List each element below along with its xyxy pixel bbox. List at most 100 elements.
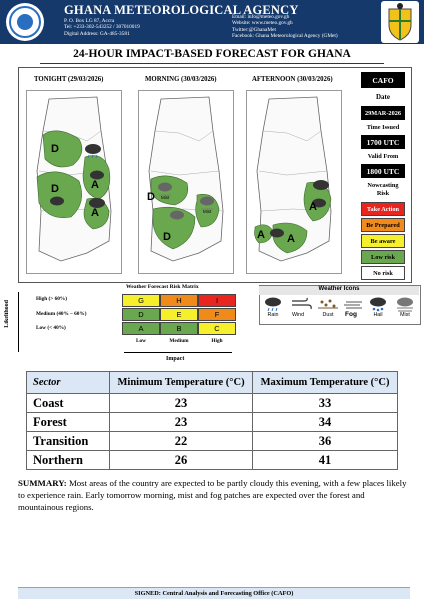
risk-letter: A	[309, 201, 317, 213]
risk-letter: A	[91, 207, 99, 219]
risk-cell-h: H	[160, 294, 198, 307]
min-temp-cell: 26	[108, 450, 254, 470]
impact-axis	[124, 352, 232, 353]
cafo-risk-level: Low risk	[361, 250, 405, 264]
table-header-row: Sector Minimum Temperature (°C) Maximum …	[26, 371, 398, 394]
risk-cell-d: D	[122, 308, 160, 321]
agency-address: P. O. Box LG 87, Accra Tel: +233-302-543…	[64, 18, 140, 37]
table-header: Maximum Temperature (°C)	[252, 371, 398, 394]
likelihood-label: Likelihood	[4, 300, 10, 328]
hail-icon	[370, 297, 386, 312]
mist-label: Mist	[161, 195, 170, 200]
weather-icons-row	[260, 296, 418, 317]
coat-of-arms-logo	[381, 1, 419, 43]
wind-icon	[292, 297, 312, 310]
panel-title-morning: MORNING (30/03/2026)	[145, 76, 217, 83]
risk-cell-i: I	[198, 294, 236, 307]
cafo-header: CAFO	[361, 72, 405, 88]
cafo-risk-level: Take Action	[361, 202, 405, 216]
table-row: Transition 22 36	[26, 431, 398, 451]
twitter-link[interactable]: Twitter:@GhanaMet	[232, 26, 276, 33]
risk-cell-e: E	[160, 308, 198, 321]
mist-icon	[397, 297, 413, 312]
header-bar	[0, 0, 424, 44]
cafo-date: 29MAR-2026	[361, 106, 405, 120]
risk-letter: D	[51, 143, 59, 155]
page-title: 24-HOUR IMPACT-BASED FORECAST FOR GHANA	[73, 48, 351, 60]
weather-icons-title: Weather Icons	[318, 286, 360, 292]
email-link[interactable]: Email: info@meteo.gov.gh	[232, 14, 290, 20]
wind-label: Wind	[291, 312, 305, 318]
risk-row-label: Low (< 40%)	[36, 325, 66, 331]
cafo-nowcasting-label: Nowcasting Risk	[367, 182, 399, 197]
min-temp-cell: 23	[108, 412, 254, 432]
sector-cell: Northern	[26, 450, 110, 470]
min-temp-cell: 22	[108, 431, 254, 451]
mist-label: Mist	[400, 312, 410, 318]
title-divider	[40, 63, 384, 64]
cafo-date-label: Date	[376, 93, 390, 101]
impact-col-label: Low	[135, 338, 146, 344]
agency-name: GHANA METEOROLOGICAL AGENCY	[64, 3, 299, 17]
risk-row-label: High (> 60%)	[36, 296, 67, 302]
panel-title-tonight: TONIGHT (29/03/2026)	[34, 76, 104, 83]
impact-col-label: Medium	[169, 338, 189, 344]
website-link[interactable]: Website: www.meteo.gov.gh	[232, 20, 293, 27]
table-header: Minimum Temperature (°C)	[108, 371, 254, 394]
facebook-link[interactable]: Facebook: Ghana Meteorological Agency (G…	[232, 33, 338, 40]
cafo-risk-level: Be Prepared	[361, 218, 405, 232]
likelihood-axis	[18, 292, 19, 352]
sector-cell: Coast	[26, 393, 110, 413]
risk-cell-b: B	[160, 322, 198, 335]
max-temp-cell: 36	[252, 431, 398, 451]
risk-letter: D	[147, 191, 155, 203]
cafo-valid-from: 1800 UTC	[361, 164, 405, 178]
map-morning: D D Mist Mist	[138, 90, 234, 274]
max-temp-cell: 41	[252, 450, 398, 470]
map-tonight: D D A A	[26, 90, 122, 274]
risk-letter: A	[287, 233, 295, 245]
risk-letter: D	[163, 231, 171, 243]
risk-row-label: Medium (40% – 60%)	[36, 311, 87, 317]
agency-contact: Email: info@meteo.gov.gh Website: www.me…	[232, 14, 338, 40]
signed-footer: SIGNED: Central Analysis and Forecasting…	[18, 587, 410, 599]
risk-matrix-title: Weather Forecast Risk Matrix	[126, 284, 199, 290]
sector-cell: Transition	[26, 431, 110, 451]
max-temp-cell: 33	[252, 393, 398, 413]
gmet-logo	[6, 3, 44, 41]
max-temp-cell: 34	[252, 412, 398, 432]
cafo-valid-from-label: Valid From	[367, 153, 399, 160]
panel-title-afternoon: AFTERNOON (30/03/2026)	[252, 76, 333, 83]
rain-icon	[265, 297, 281, 312]
dust-label: Dust	[322, 312, 334, 318]
map-afternoon: A A A	[246, 90, 342, 274]
summary-text: Most areas of the country are expected t…	[18, 478, 407, 512]
risk-letter: D	[51, 183, 59, 195]
sector-cell: Forest	[26, 412, 110, 432]
impact-label: Impact	[166, 356, 185, 362]
summary-label: SUMMARY:	[18, 478, 67, 488]
rain-label: Rain	[267, 312, 279, 318]
risk-letter: A	[257, 229, 265, 241]
risk-cell-c: C	[198, 322, 236, 335]
fog-icon	[344, 301, 362, 309]
risk-cell-g: G	[122, 294, 160, 307]
summary-paragraph: SUMMARY: Most areas of the country are e…	[18, 477, 410, 513]
table-header: Sector	[26, 371, 110, 394]
risk-letter: A	[91, 179, 99, 191]
min-temp-cell: 23	[108, 393, 254, 413]
table-row: Northern 26 41	[26, 450, 398, 470]
table-row: Coast 23 33	[26, 393, 398, 413]
temperature-table: Sector Minimum Temperature (°C) Maximum …	[26, 371, 398, 470]
forecast-frame	[18, 67, 412, 283]
impact-col-label: High	[211, 338, 223, 344]
cafo-risk-level: No risk	[361, 266, 405, 280]
weather-icons-legend	[259, 285, 421, 325]
table-row: Forest 23 34	[26, 412, 398, 432]
mist-label: Mist	[203, 209, 212, 214]
hail-label: Hail	[373, 312, 383, 318]
cafo-time-issued-label: Time Issued	[366, 124, 400, 131]
risk-cell-a: A	[122, 322, 160, 335]
fog-label: Fog	[345, 311, 357, 318]
cafo-time-issued: 1700 UTC	[361, 135, 405, 149]
